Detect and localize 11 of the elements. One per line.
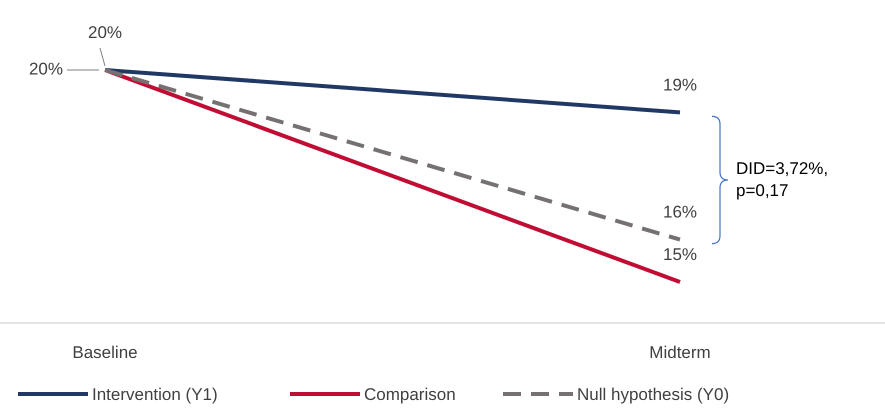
legend-label: Intervention (Y1) bbox=[92, 385, 218, 404]
data-label: 15% bbox=[662, 245, 698, 264]
data-label: 19% bbox=[662, 75, 698, 94]
x-tick-label: Midterm bbox=[649, 343, 711, 362]
data-label: 16% bbox=[662, 202, 698, 222]
x-tick-label: Baseline bbox=[72, 343, 138, 362]
data-label: 20% bbox=[88, 23, 122, 42]
legend-label: Null hypothesis (Y0) bbox=[577, 385, 730, 404]
annotation: DID=3,72%, p=0,17 bbox=[736, 159, 828, 200]
data-label: 20% bbox=[28, 59, 63, 78]
legend-label: Comparison bbox=[364, 385, 456, 404]
